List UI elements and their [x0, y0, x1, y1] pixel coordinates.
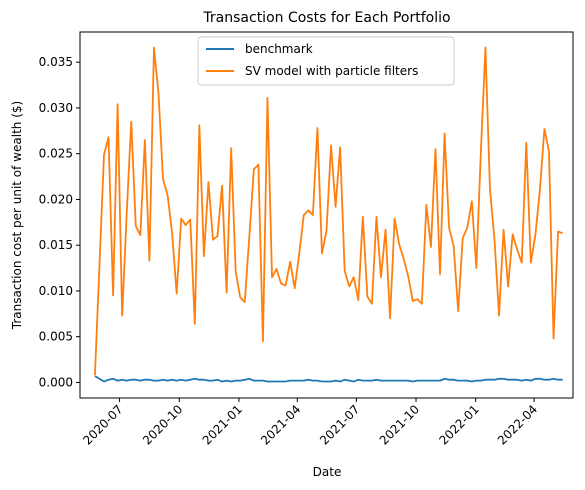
y-tick-label: 0.020 [39, 192, 73, 206]
y-tick-label: 0.025 [39, 147, 73, 161]
y-tick-label: 0.015 [39, 238, 73, 252]
y-axis-title: Transaction cost per unit of wealth ($) [10, 101, 24, 330]
legend-frame [197, 36, 455, 86]
legend-label-benchmark: benchmark [245, 42, 313, 56]
y-axis: 0.000 0.005 0.010 0.015 0.020 0.025 0.030 0.035 [39, 55, 80, 389]
series-line-benchmark [94, 375, 563, 383]
y-tick-label: 0.010 [39, 284, 73, 298]
chart-title: Transaction Costs for Each Portfolio [202, 10, 450, 26]
y-tick-label: 0.005 [39, 330, 73, 344]
y-tick-label: 0.035 [39, 55, 73, 69]
series-line-sv-model-with-particle-filters [94, 46, 563, 376]
legend: benchmark SV model with particle filters [197, 36, 455, 86]
x-axis-title: Date [313, 465, 342, 479]
series-layer [94, 46, 563, 383]
y-tick-label: 0.000 [39, 375, 73, 389]
y-tick-label: 0.030 [39, 101, 73, 115]
legend-label-sv-model: SV model with particle filters [245, 64, 418, 78]
plot-frame [79, 31, 574, 399]
